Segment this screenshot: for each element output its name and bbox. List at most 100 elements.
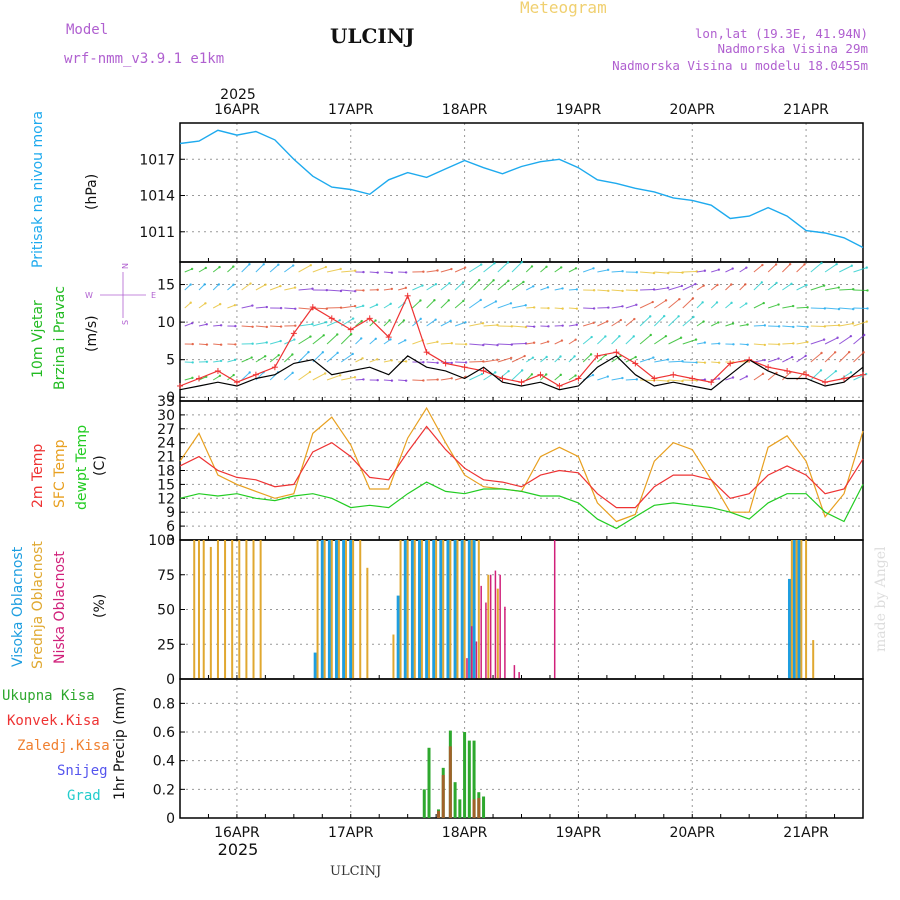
temp-ytick-label: 18 [157,464,175,480]
pressure-title: Pritisak na nivou mora [30,111,46,268]
wind-arrow-head [560,266,563,269]
wind-arrow-head [205,343,209,346]
wind-arrow-head [291,371,294,375]
wind-arrow-head [351,352,354,356]
wind-arrow-head [524,304,527,307]
wind-arrow-head [760,281,764,284]
wind-arrow-head [339,374,342,377]
wind-arrow [212,303,221,309]
footer-station: ULCINJ [330,864,381,879]
wind-arrow [597,289,609,292]
wind-arrow-head [547,325,550,328]
wind-arrow-head [390,379,394,382]
wind-arrow-head [834,369,838,373]
wind-arrow [625,336,635,345]
wind-arrow-head [507,279,510,283]
wind-arrow [184,268,193,273]
wind-arrow-head [362,270,365,274]
mid-cloud-bar [323,540,326,679]
wind-arrow [639,316,651,327]
wind-arrow [639,334,652,345]
wind-arrow-head [523,354,526,358]
wind-arrow [326,352,338,363]
wind-arrow [198,343,207,346]
wind-arrow [212,266,220,273]
wind-arrow-head [251,304,254,307]
wind-speed-line [179,294,864,387]
mid-cloud-bar [800,540,803,679]
wind-arrow [241,325,253,328]
wind-arrow-head [375,303,379,306]
wind-arrow-head [388,319,391,322]
wind-arrow-head [777,325,781,328]
wind-arrow [426,269,438,273]
wind-arrow-head [448,281,451,285]
wind-arrow [753,264,763,273]
wind-arrow [426,283,437,291]
temp-ytick-label: 30 [157,408,175,424]
wind-arrow-head [234,324,237,328]
top-date-label: 17APR [328,102,374,118]
wind-arrow-head [507,369,510,373]
wind-subtitle: Brzina i Pravac [52,286,68,390]
bottom-year-label: 2025 [218,840,259,859]
high-cloud-bar [410,540,414,679]
wind-arrow [525,373,533,381]
wind-arrow-head [311,287,314,290]
wind-arrow-head [635,289,639,292]
low-cloud-bar [494,570,497,679]
wind-arrow [725,377,734,381]
wind-arrow [511,281,524,291]
wind-arrow-head [822,284,826,287]
wind-arrow [654,287,669,291]
wind-arrow [383,319,390,327]
wind-arrow [440,342,452,345]
wind-arrow [711,269,720,273]
wind-arrow-head [362,289,365,292]
wind-arrow [369,358,378,363]
wind-arrow [824,263,837,273]
bottom-date-label: 16APR [214,825,260,841]
wind-arrow [198,267,207,273]
mid-cloud-bar [224,540,227,679]
wind-arrow-head [308,370,312,374]
pressure-ytick-label: 1011 [139,225,175,241]
wind-arrow-head [218,265,221,269]
low-cloud-bar [470,626,473,679]
wind-arrow-head [634,355,637,359]
wind-unit: (m/s) [84,315,100,352]
wind-arrow-head [692,315,695,319]
mid-cloud-bar [330,540,333,679]
low-cloud-bar [504,606,506,679]
wind-arrow [725,302,732,309]
wind-arrow [397,339,406,345]
convective-rain-bar [477,797,481,818]
wind-arrow-head [561,324,564,327]
wind-title: 10m Vjetar [30,300,46,378]
wind-arrow [767,304,779,309]
mid-cloud-bar [805,540,808,679]
wind-arrow [255,306,267,309]
wind-arrow-head [803,371,806,374]
temp-ytick-label: 3 [166,533,175,549]
mid-cloud-bar [316,540,319,679]
sfc-temp-line [179,406,864,523]
credit-text: made by Angel [873,546,889,652]
wind-arrow [468,279,480,291]
wind-arrow [255,341,267,345]
mid-cloud-bar [428,540,431,679]
wind-arrow [426,361,438,364]
mid-cloud-bar [406,540,409,679]
low-cloud-bar [499,574,501,679]
wind-arrow [227,266,234,273]
wind-arrow-head [604,335,607,338]
wind-arrow-head [679,336,683,339]
pressure-ytick-label: 1017 [139,152,175,168]
wind-arrow [355,338,362,345]
wind-arrow [540,286,549,291]
wind-arrow [369,338,377,345]
temp-ytick-label: 9 [166,505,175,521]
wind-arrow [611,305,623,309]
wind-arrow-head [530,265,534,268]
